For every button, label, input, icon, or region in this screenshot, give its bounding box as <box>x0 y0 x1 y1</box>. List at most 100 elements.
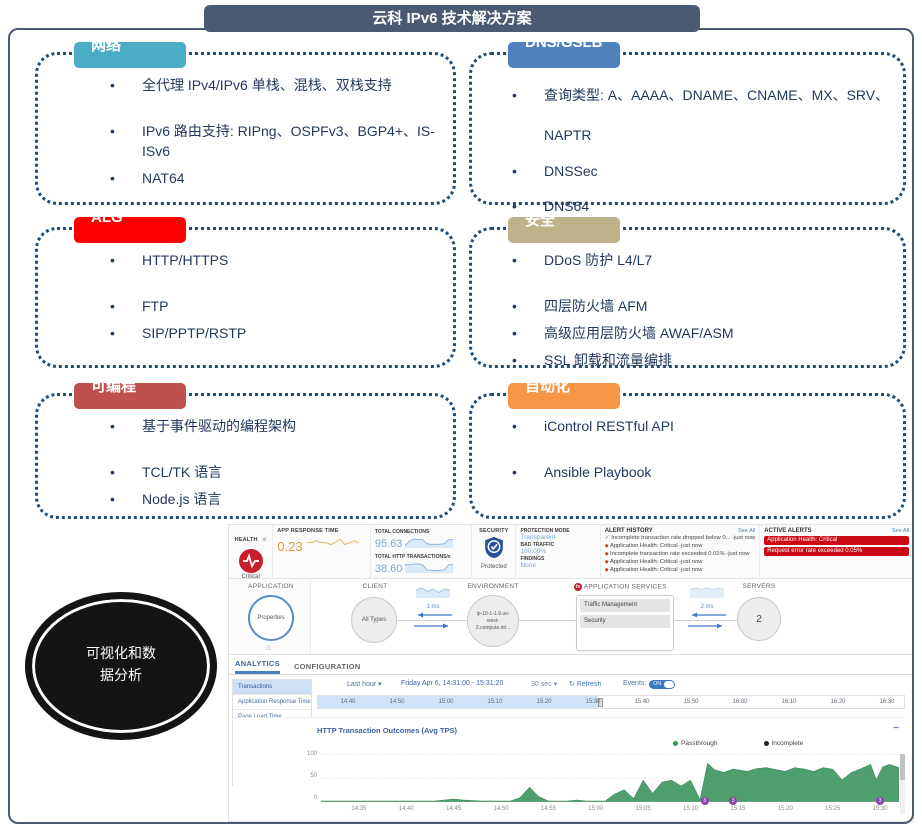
sidebar-item-transactions[interactable]: Transactions <box>233 680 311 695</box>
bullet-icon: • <box>512 325 517 341</box>
bullet-item: • SSL 卸载和流量编排 <box>512 350 903 370</box>
ruler-tick-label: 16:00 <box>732 699 748 705</box>
alert-history-see-all-link[interactable]: See All <box>738 528 756 534</box>
health-strip: HEALTH ⚙ Critical APP RESPONSE TIME 0.23… <box>229 525 913 580</box>
bullet-item: • 高级应用层防火墙 AWAF/ASM <box>512 323 903 343</box>
chart-card: HTTP Transaction Outcomes (Avg TPS) − Pa… <box>233 717 905 817</box>
time-ruler[interactable]: 14:40 14:50 15:00 15:10 15:20 15:30 15:40 15:50… <box>317 695 905 709</box>
totals-cell: TOTAL CONNECTIONS 95.63 TOTAL HTTP TRANS… <box>371 525 473 578</box>
security-cell: SECURITY Protected <box>472 525 517 578</box>
y-tick-label: 100 <box>306 751 317 757</box>
findings-value: None <box>520 562 537 569</box>
bullet-text: Node.js 语言 <box>142 491 222 507</box>
bullet-icon: • <box>110 464 115 480</box>
feature-list: • 基于事件驱动的编程架构 • TCL/TK 语言 • Node.js 语言 <box>38 416 453 509</box>
active-alerts-see-all-link[interactable]: See All <box>891 528 910 534</box>
x-tick-label: 15:10 <box>683 806 699 812</box>
events-state: ON <box>653 681 662 687</box>
health-cell: HEALTH ⚙ Critical <box>229 525 274 580</box>
feature-box-dns-gslb: DNS/GSLB • 查询类型: A、AAAA、DNAME、CNAME、MX、SR… <box>469 42 906 214</box>
x-tick-label: 15:15 <box>730 806 746 812</box>
active-alerts-title: ACTIVE ALERTS <box>764 528 812 534</box>
bullet-text: TCL/TK 语言 <box>142 464 223 480</box>
bullet-item: • 四层防火墙 AFM <box>512 296 903 316</box>
application-services-label: APPLICATION SERVICES <box>583 583 667 591</box>
feature-box-automation: 自动化 • iControl RESTful API • Ansible Playbo… <box>469 383 906 519</box>
ellipse-label: 可视化和数据分析 <box>86 647 156 684</box>
ruler-tick-label: 16:10 <box>781 699 797 705</box>
connector-line <box>397 620 469 621</box>
alert-history-item: ✓ Incomplete transaction rate dropped be… <box>605 534 756 542</box>
event-marker[interactable]: 3 <box>700 797 709 805</box>
ruler-tick-label: 14:40 <box>340 699 356 705</box>
bullet-item: • IPv6 路由支持: RIPng、OSPFv3、BGP4+、IS-ISv6 <box>110 121 453 161</box>
scrollbar-thumb[interactable] <box>900 754 905 780</box>
feature-box-tab: 网络 <box>74 42 186 68</box>
bullet-item: • iControl RESTful API <box>512 416 903 436</box>
bullet-icon: • <box>512 198 517 214</box>
bullet-item: • Ansible Playbook <box>512 462 903 482</box>
bullet-item: • DDoS 防护 L4/L7 <box>512 250 903 270</box>
refresh-button[interactable]: ↻ Refresh <box>569 681 602 688</box>
application-properties-node[interactable]: Properties <box>248 595 294 641</box>
bullet-item: • TCL/TK 语言 <box>110 462 453 482</box>
bullet-icon: • <box>110 418 115 434</box>
ruler-selection[interactable] <box>318 696 598 708</box>
service-row[interactable]: Traffic Management <box>580 599 670 612</box>
range-dropdown[interactable]: Last hour ▾ <box>347 681 382 688</box>
findings-label: FINDINGS <box>520 556 545 562</box>
bullet-text: SSL 卸载和流量编排 <box>544 352 672 368</box>
alert-history-cell: ALERT HISTORY See All ✓ Incomplete trans… <box>601 525 761 578</box>
feature-list: • iControl RESTful API • Ansible Playbook <box>472 416 903 482</box>
ruler-handle[interactable] <box>598 698 603 707</box>
services-label-row: f5 APPLICATION SERVICES <box>574 583 684 591</box>
sidebar-item-application-response-time[interactable]: Application Response Time <box>233 695 311 710</box>
bullet-item: • FTP <box>110 296 453 316</box>
legend-item: Incomplete <box>763 740 803 747</box>
x-tick-label: 14:50 <box>493 806 509 812</box>
tab-bar: ANALYTICS CONFIGURATION <box>229 655 913 675</box>
feature-box-tab: DNS/GSLB <box>508 42 620 68</box>
bullet-icon: • <box>512 298 517 314</box>
legend-item: Passthrough <box>673 740 718 747</box>
bullet-icon: • <box>512 87 517 103</box>
bullet-icon: • <box>110 77 115 93</box>
events-toggle[interactable]: ON <box>649 680 675 689</box>
bad-traffic-value: 100.00% <box>520 548 547 555</box>
alert-history-item: ◆ Incomplete transaction rate exceeded 0… <box>605 550 756 558</box>
feature-list: • DDoS 防护 L4/L7 • 四层防火墙 AFM • 高级应用层防火墙 AWAF/A… <box>472 250 903 370</box>
tab-analytics[interactable]: ANALYTICS <box>235 659 280 674</box>
alert-history-item: ◆ Application Health: Critical -just now <box>605 558 756 566</box>
client-node[interactable]: All Types <box>351 597 397 643</box>
x-tick-label: 14:45 <box>446 806 462 812</box>
gear-icon[interactable]: ⚙ <box>262 537 267 543</box>
application-services-box[interactable]: Traffic Management Security <box>576 595 674 651</box>
bullet-text: iControl RESTful API <box>544 418 674 434</box>
x-tick-label: 14:40 <box>398 806 414 812</box>
y-tick-label: 0 <box>313 795 317 801</box>
date-range-label: Friday Apr 6, 14:31:00 - 15:31:20 <box>401 680 504 687</box>
toggle-knob <box>664 681 674 688</box>
chart-title: HTTP Transaction Outcomes (Avg TPS) <box>317 726 458 735</box>
environment-node[interactable]: ip-10-1-1-9.us-west-2.compute.int... <box>467 595 519 647</box>
bullet-text: Ansible Playbook <box>544 464 652 480</box>
event-marker[interactable]: 3 <box>729 797 738 805</box>
server-link: 2 ms <box>679 585 735 636</box>
feature-box-label: ALG <box>91 217 123 226</box>
http-transactions-label: TOTAL HTTP TRANSACTIONS/s <box>374 554 451 560</box>
event-marker[interactable]: 3 <box>876 797 885 805</box>
app-response-time-cell: APP RESPONSE TIME 0.23 <box>273 525 371 578</box>
feature-box-label: DNS/GSLB <box>525 42 603 51</box>
servers-node[interactable]: 2 <box>737 597 781 641</box>
collapse-icon[interactable]: − <box>893 723 899 734</box>
service-row[interactable]: Security <box>580 615 670 628</box>
interval-dropdown[interactable]: 30 sec ▾ <box>531 681 558 688</box>
scrollbar[interactable] <box>900 754 905 814</box>
tab-configuration[interactable]: CONFIGURATION <box>293 662 361 671</box>
ruler-tick-label: 15:20 <box>536 699 552 705</box>
feature-box-tab: 安全 <box>508 217 620 243</box>
refresh-icon: ↻ <box>569 681 575 688</box>
bullet-text: 基于事件驱动的编程架构 <box>142 418 296 434</box>
application-label: APPLICATION <box>248 583 294 590</box>
